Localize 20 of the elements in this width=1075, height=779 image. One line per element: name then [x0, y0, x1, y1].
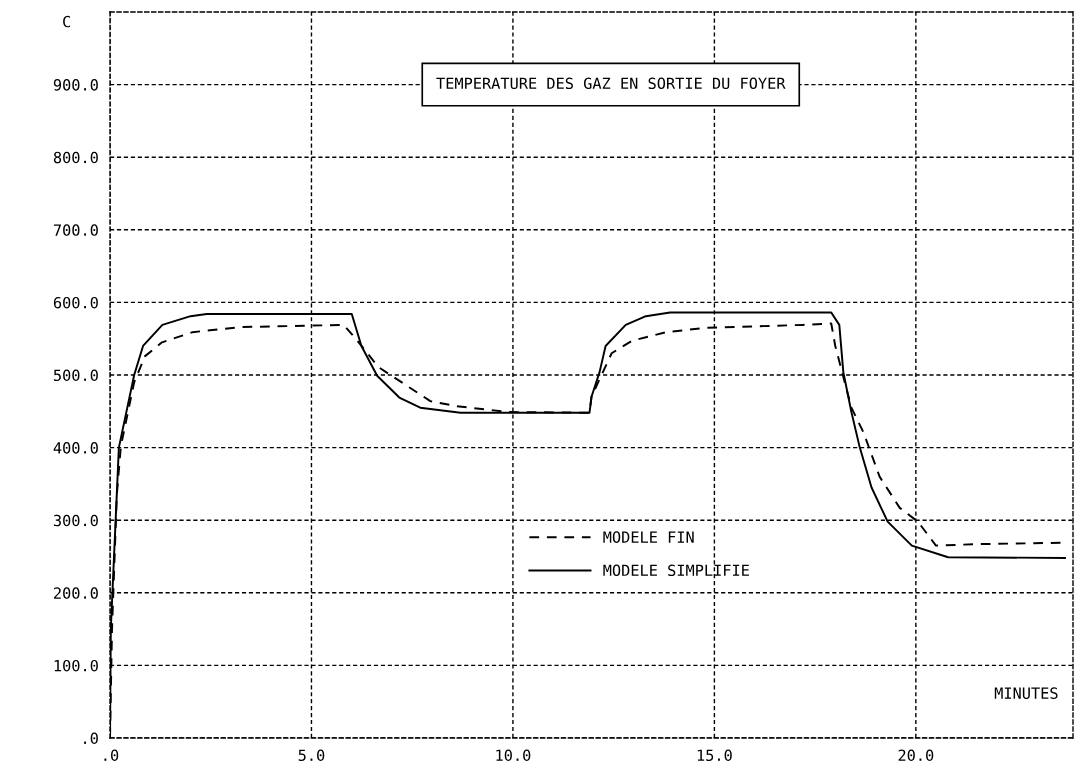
y-tick-label: 400.0 [53, 442, 98, 454]
y-tick-label: .0 [84, 732, 98, 745]
legend-label: MODELE FIN [603, 531, 694, 543]
y-axis-title: C [63, 15, 71, 28]
x-tick-label: 20.0 [898, 749, 934, 762]
y-tick-label: 200.0 [54, 587, 98, 599]
y-tick-label: 700.0 [53, 224, 98, 236]
x-axis-title: MINUTES [994, 687, 1058, 699]
text: TEMPERATURE DES GAZ EN SORTIE DU FOYER [436, 77, 786, 90]
y-tick-label: 100.0 [54, 659, 98, 672]
y-tick-label: 900.0 [53, 79, 98, 91]
y-tick-label: 800.0 [53, 151, 98, 164]
x-tick-label: 5.0 [298, 749, 325, 762]
legend-label: MODELE SIMPLIFIE [603, 564, 749, 577]
x-tick-label: 15.0 [697, 749, 732, 762]
x-tick-label: .0 [104, 749, 119, 762]
x-tick-label: 10.0 [496, 749, 531, 762]
y-tick-label: 300.0 [53, 514, 98, 527]
y-tick-label: 600.0 [53, 296, 98, 309]
y-tick-label: 500.0 [53, 369, 98, 382]
